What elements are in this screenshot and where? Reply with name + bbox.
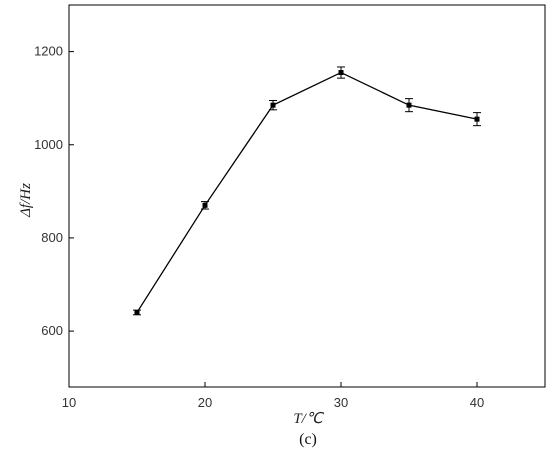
x-tick-label: 40 — [470, 395, 484, 410]
x-axis-title: T/℃ — [293, 411, 325, 427]
y-tick-label: 1000 — [34, 137, 63, 152]
x-tick-label: 10 — [62, 395, 76, 410]
y-tick-label: 1200 — [34, 44, 63, 59]
data-point — [134, 309, 140, 315]
plot-frame — [68, 4, 546, 388]
x-tick-label: 30 — [334, 395, 348, 410]
x-tick-label: 20 — [198, 395, 212, 410]
y-tick-label: 800 — [41, 230, 63, 245]
x-axis-ticks: 10 20 30 40 — [62, 382, 484, 410]
data-point — [202, 202, 208, 208]
series-layer — [133, 66, 481, 316]
data-point — [474, 116, 480, 122]
data-point — [338, 70, 344, 76]
data-point — [270, 102, 276, 108]
y-tick-label: 600 — [41, 323, 63, 338]
figure-caption: (c) — [299, 431, 317, 448]
data-point — [406, 102, 412, 108]
series-line — [136, 71, 478, 313]
y-axis-ticks: 600 800 1000 1200 — [34, 44, 74, 338]
y-axis-title: Δf/Hz — [18, 183, 34, 218]
